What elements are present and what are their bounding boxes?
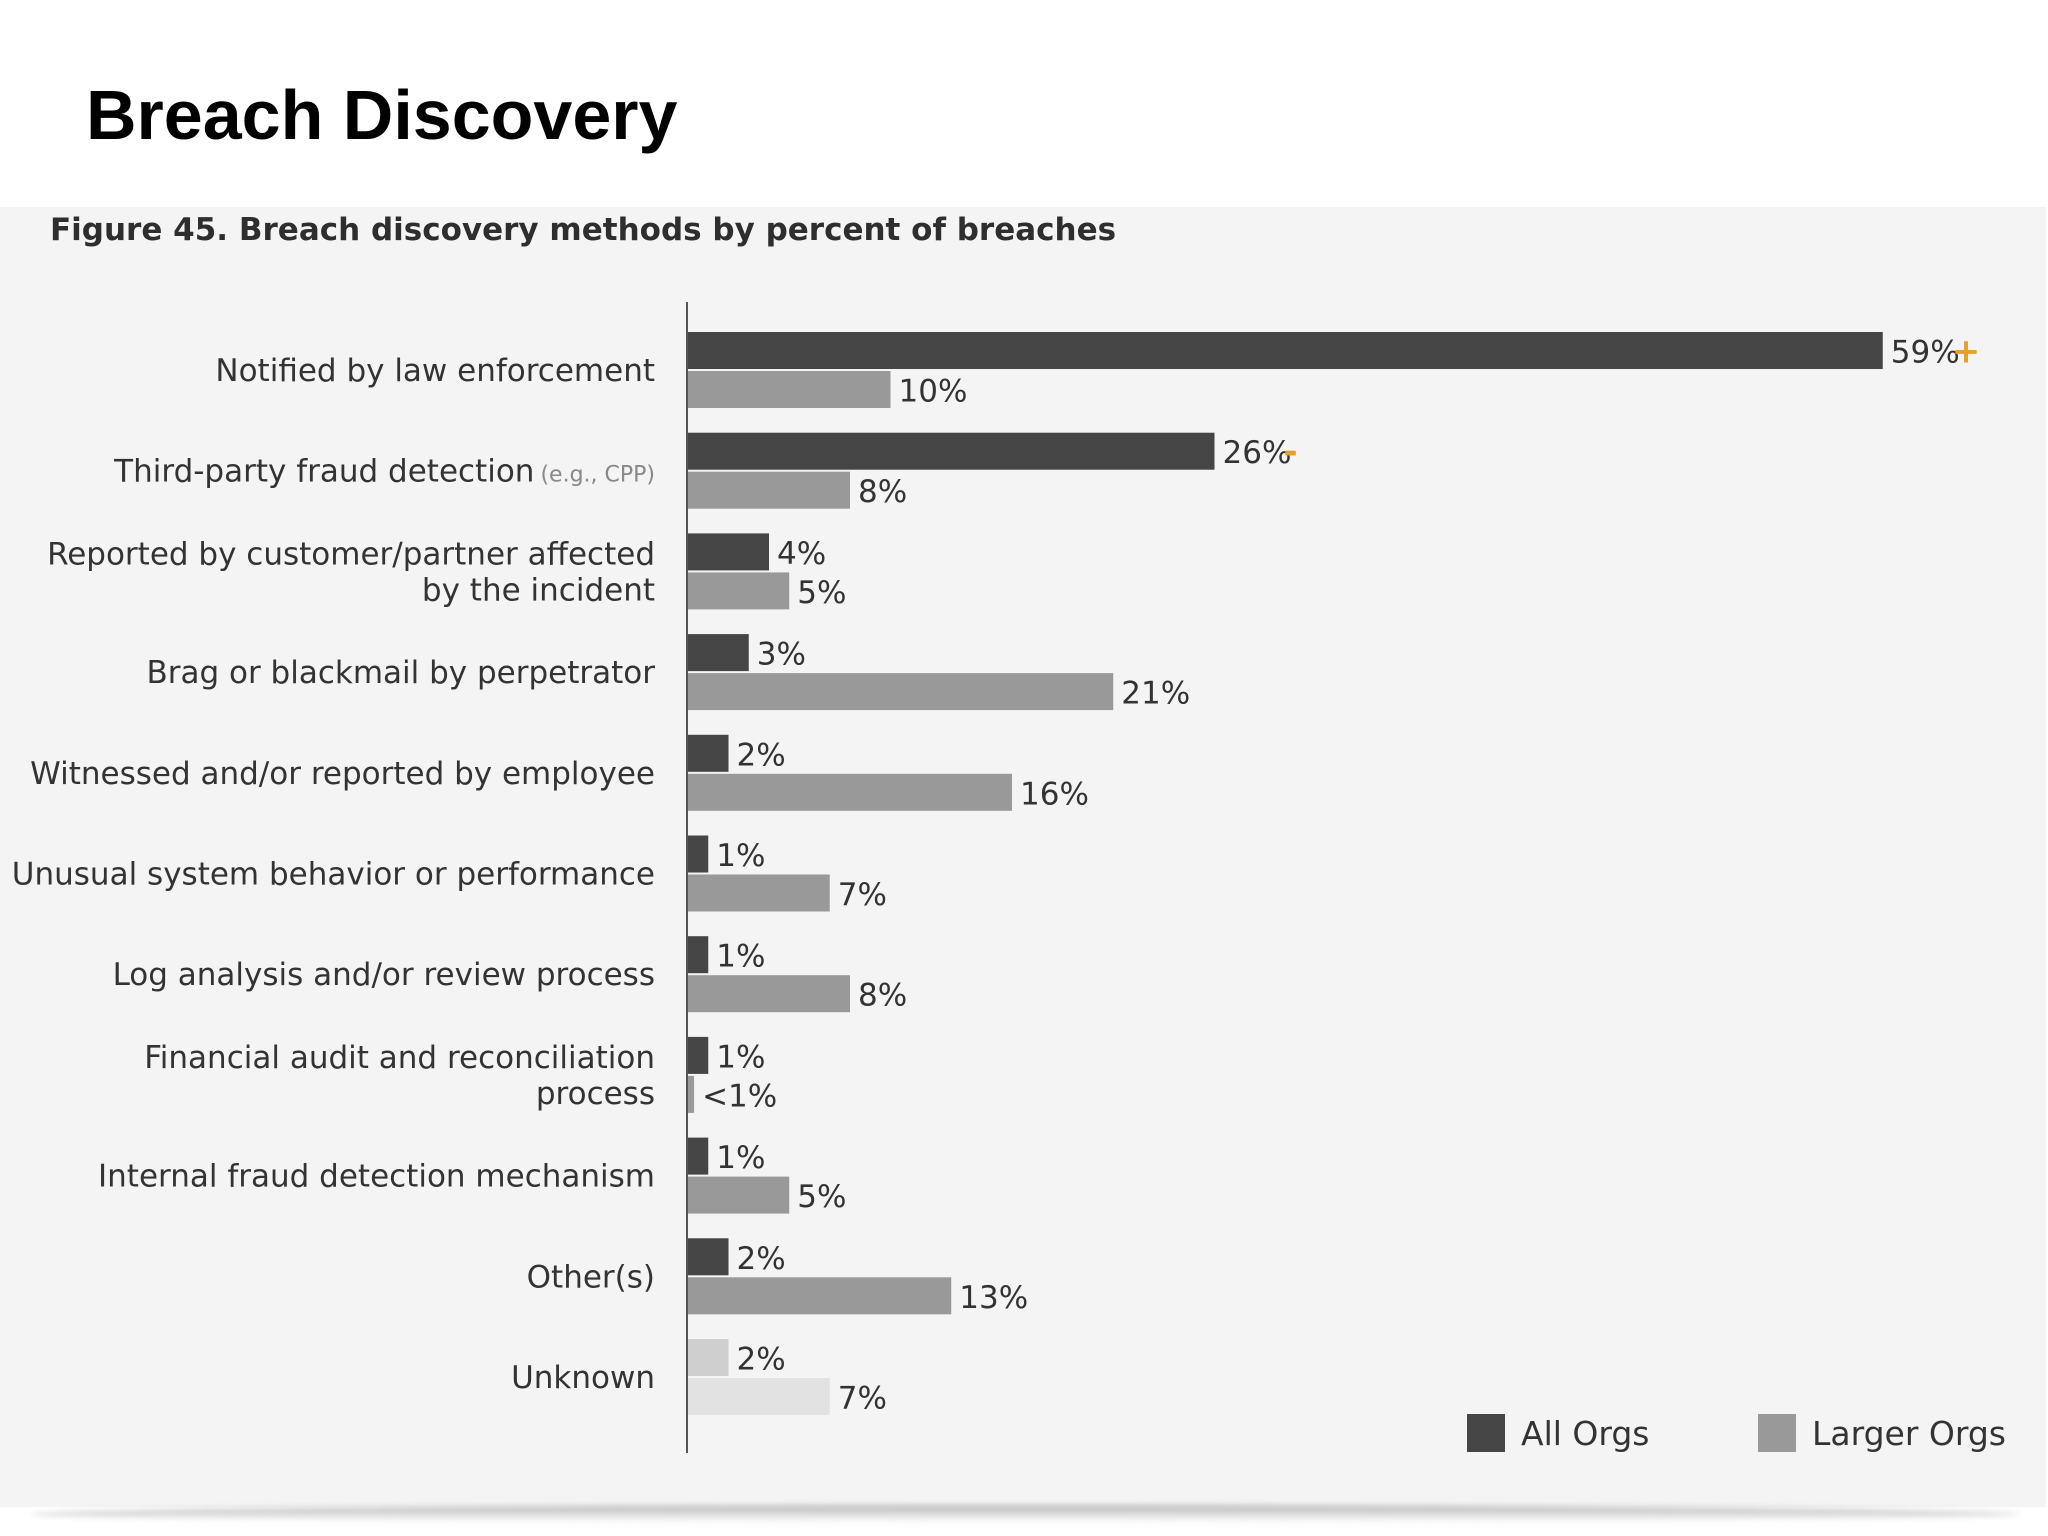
slide-title: Breach Discovery (86, 76, 678, 154)
category-label-4: Witnessed and/or reported by employee (30, 756, 655, 792)
value-label-all-orgs-0: 59% (1891, 335, 1960, 371)
value-labels: 59%+10%26%-8%4%5%3%21%2%16%1%7%1%8%1%<1%… (702, 332, 1980, 1417)
value-label-all-orgs-2: 4% (777, 536, 826, 572)
category-label-1: Third-party fraud detection (e.g., CPP) (113, 454, 655, 490)
bar-all-orgs-8 (688, 1137, 709, 1175)
bar-all-orgs-4 (688, 734, 729, 772)
figure-panel (0, 207, 2046, 1507)
legend-swatch-larger-orgs (1758, 1414, 1796, 1452)
bar-all-orgs-5 (688, 835, 709, 873)
category-label-9: Other(s) (527, 1259, 655, 1295)
chart-title: Figure 45. Breach discovery methods by p… (50, 212, 1117, 248)
value-label-larger-orgs-4: 16% (1020, 776, 1089, 812)
bars (688, 332, 1883, 1415)
bar-all-orgs-7 (688, 1036, 709, 1074)
bar-larger-orgs-8 (688, 1176, 790, 1214)
category-label-7: Financial audit and reconciliation proces… (144, 1040, 655, 1112)
category-label-5: Unusual system behavior or performance (12, 857, 655, 893)
bar-larger-orgs-10 (688, 1378, 830, 1415)
value-label-larger-orgs-1: 8% (858, 474, 907, 510)
bar-larger-orgs-5 (688, 874, 830, 912)
value-label-larger-orgs-3: 21% (1121, 676, 1190, 712)
value-label-all-orgs-10: 2% (737, 1342, 786, 1378)
bar-larger-orgs-7 (688, 1075, 695, 1113)
value-label-all-orgs-1: 26% (1223, 435, 1292, 471)
value-label-larger-orgs-5: 7% (838, 877, 887, 913)
legend-swatch-all-orgs (1467, 1414, 1505, 1452)
category-label-10: Unknown (511, 1360, 655, 1396)
trend-marker-0: + (1952, 332, 1981, 372)
trend-marker-1: - (1284, 432, 1298, 472)
bar-larger-orgs-6 (688, 975, 850, 1013)
category-labels: Notified by law enforcement Third-party f… (12, 353, 655, 1396)
bar-larger-orgs-4 (688, 773, 1012, 811)
category-label-2: Reported by customer/partner affected by … (47, 536, 655, 608)
value-label-all-orgs-8: 1% (716, 1140, 765, 1176)
value-label-larger-orgs-9: 13% (959, 1280, 1028, 1316)
value-label-all-orgs-4: 2% (737, 737, 786, 773)
bar-larger-orgs-2 (688, 572, 790, 610)
value-label-all-orgs-5: 1% (716, 838, 765, 874)
category-label-6: Log analysis and/or review process (113, 957, 655, 993)
value-label-all-orgs-9: 2% (737, 1241, 786, 1277)
bar-all-orgs-2 (688, 533, 769, 571)
legend-label-all-orgs: All Orgs (1521, 1414, 1650, 1453)
bar-larger-orgs-3 (688, 673, 1114, 711)
category-label-3: Brag or blackmail by perpetrator (146, 655, 655, 691)
bar-larger-orgs-0 (688, 371, 891, 408)
value-label-all-orgs-7: 1% (716, 1039, 765, 1075)
value-label-larger-orgs-0: 10% (899, 374, 968, 410)
bar-all-orgs-0 (688, 332, 1883, 369)
category-label-0: Notified by law enforcement (215, 353, 655, 389)
category-label-8: Internal fraud detection mechanism (98, 1159, 655, 1195)
legend-label-larger-orgs: Larger Orgs (1812, 1414, 2006, 1453)
bar-all-orgs-10 (688, 1339, 729, 1376)
value-label-larger-orgs-6: 8% (858, 978, 907, 1014)
value-label-larger-orgs-7: <1% (702, 1078, 777, 1114)
legend: All Orgs Larger Orgs (1467, 1414, 2006, 1453)
bar-all-orgs-9 (688, 1238, 729, 1276)
value-label-larger-orgs-2: 5% (797, 575, 846, 611)
bar-larger-orgs-9 (688, 1277, 952, 1315)
bar-all-orgs-3 (688, 634, 749, 672)
bar-all-orgs-6 (688, 936, 709, 974)
value-label-all-orgs-6: 1% (716, 939, 765, 975)
bar-larger-orgs-1 (688, 471, 850, 509)
value-label-all-orgs-3: 3% (757, 637, 806, 673)
panel-shadow (30, 1505, 2020, 1523)
value-label-larger-orgs-10: 7% (838, 1381, 887, 1417)
value-label-larger-orgs-8: 5% (797, 1179, 846, 1215)
bar-all-orgs-1 (688, 432, 1215, 470)
